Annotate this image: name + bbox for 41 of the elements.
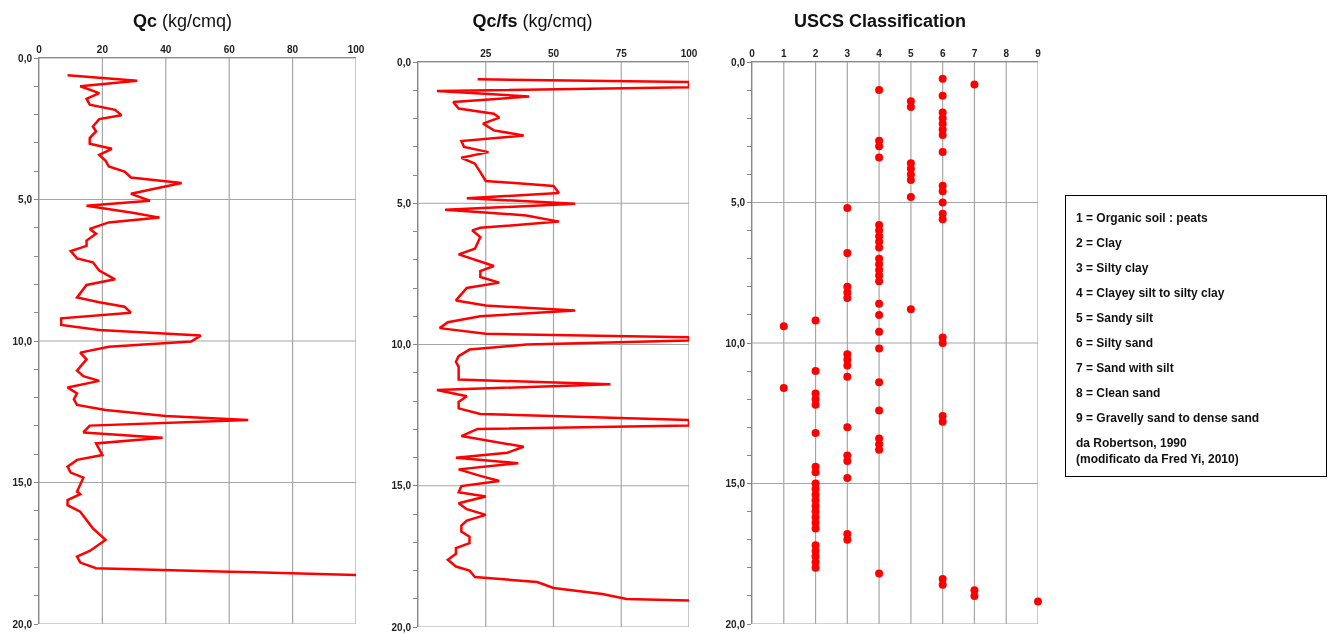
y-tick-label: 10,0 — [725, 337, 746, 349]
y-tick-label: 10,0 — [391, 339, 412, 350]
x-tick-label: 0 — [749, 48, 756, 59]
y-tick-label: 0,0 — [731, 56, 746, 68]
x-tick-label: 0 — [36, 44, 43, 55]
x-tick-label: 100 — [347, 44, 365, 55]
line-series — [59, 74, 356, 577]
x-tick-label: 9 — [1035, 48, 1042, 59]
line-series — [435, 77, 689, 602]
chart-title: Qc (kg/cmq) — [132, 10, 233, 31]
x-tick-label: 60 — [223, 44, 236, 55]
x-tick-label: 50 — [547, 48, 560, 59]
x-tick-label: 80 — [287, 44, 299, 55]
y-tick-label: 0,0 — [18, 52, 33, 64]
x-tick-label: 8 — [1003, 48, 1010, 59]
y-tick-label: 5,0 — [397, 197, 412, 209]
x-tick-label: 75 — [615, 48, 628, 59]
x-tick-label: 5 — [908, 48, 915, 59]
y-tick-label: 15,0 — [12, 477, 33, 488]
chart-title: USCS Classification — [793, 10, 967, 31]
y-tick-label: 10,0 — [12, 335, 33, 347]
x-tick-label: 2 — [812, 48, 819, 59]
legend-box: 1 = Organic soil : peats 2 = Clay 3 = Silty clay 4 = Clayey silt to silty clay 5 = Sandy silt 6 = Silty sand 7 = Sand with silt 8 = Clean sand 9 = Gravelly sand to dense sand da Robertson, 1990 (modificato da Fred Yi, 2010) — [1065, 195, 1327, 477]
y-tick-label: 20,0 — [12, 618, 33, 630]
y-tick-label: 5,0 — [18, 194, 33, 205]
y-tick-label: 5,0 — [731, 197, 746, 208]
x-tick-label: 7 — [971, 48, 978, 59]
y-tick-label: 0,0 — [397, 56, 412, 68]
x-tick-label: 40 — [160, 44, 172, 55]
y-tick-label: 15,0 — [391, 480, 412, 492]
y-tick-label: 20,0 — [725, 618, 746, 630]
x-tick-label: 6 — [939, 48, 946, 59]
chart-title: Qc/fs (kg/cmq) — [472, 10, 593, 31]
x-tick-label: 1 — [781, 48, 787, 59]
x-tick-label: 100 — [680, 48, 698, 59]
x-tick-label: 25 — [480, 48, 492, 59]
y-tick-label: 20,0 — [391, 621, 412, 633]
x-tick-label: 20 — [96, 44, 109, 55]
x-tick-label: 4 — [876, 48, 883, 59]
x-tick-label: 3 — [844, 48, 851, 59]
y-tick-label: 15,0 — [725, 478, 746, 489]
